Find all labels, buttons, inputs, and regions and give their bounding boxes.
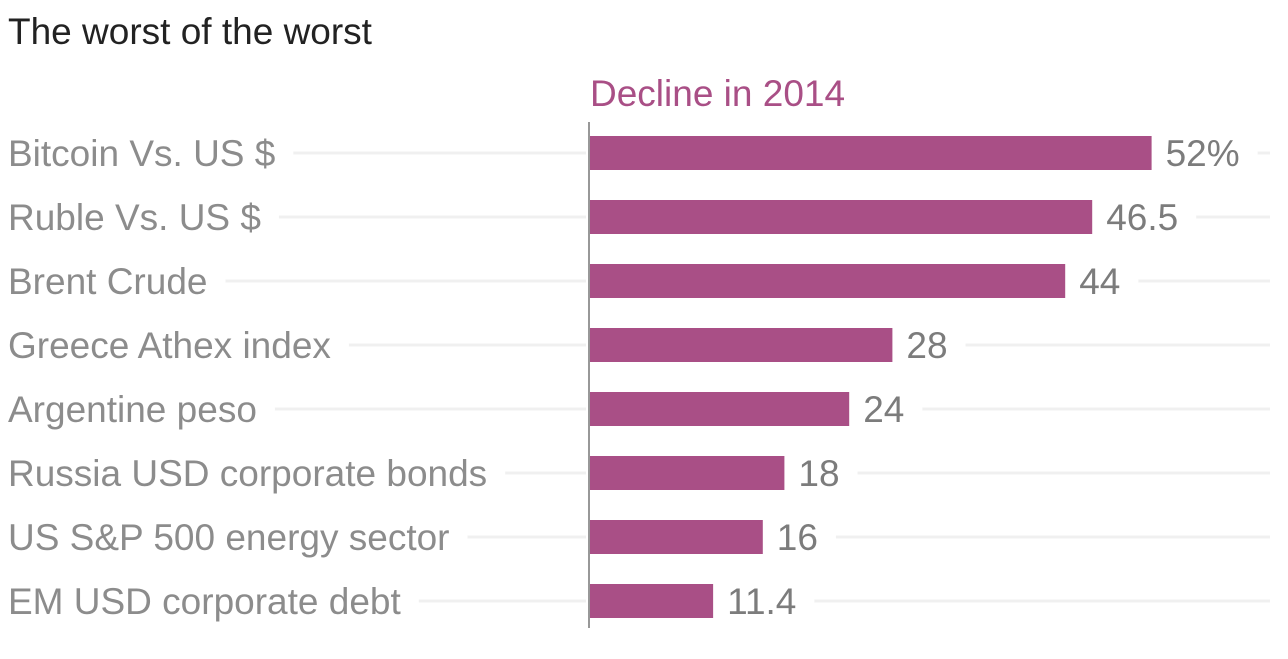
category-label: EM USD corporate debt [8,581,402,622]
category-label: Russia USD corporate bonds [8,453,487,494]
bar [590,392,850,426]
series-label: Decline in 2014 [590,73,845,114]
category-label: Ruble Vs. US $ [8,197,261,238]
bar [590,136,1152,170]
value-label: 16 [777,517,818,558]
value-label: 28 [906,325,947,366]
value-label: 52% [1166,133,1240,174]
category-label: Brent Crude [8,261,208,302]
value-label: 24 [863,389,904,430]
value-label: 18 [798,453,839,494]
category-label: Greece Athex index [8,325,331,366]
bar [590,328,893,362]
value-label: 44 [1079,261,1120,302]
category-label: US S&P 500 energy sector [8,517,450,558]
bar [590,520,763,554]
bar [590,456,785,490]
category-label: Argentine peso [8,389,257,430]
rows-layer: Bitcoin Vs. US $ 52% Ruble Vs. US $ 46.5 Bre… [8,133,1270,622]
chart-title: The worst of the worst [8,11,373,52]
value-label: 46.5 [1106,197,1178,238]
bar [590,584,714,618]
category-label: Bitcoin Vs. US $ [8,133,275,174]
bar [590,200,1093,234]
value-label: 11.4 [727,581,796,622]
bar [590,264,1066,298]
